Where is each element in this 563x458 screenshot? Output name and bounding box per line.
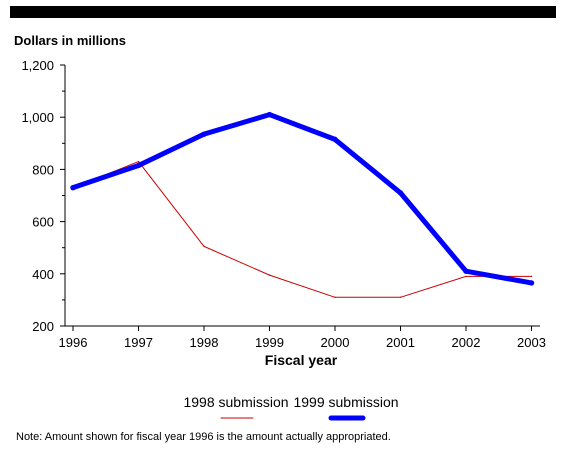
x-axis-title: Fiscal year bbox=[265, 352, 338, 368]
series-line-2 bbox=[70, 112, 534, 286]
y-tick-label: 200 bbox=[32, 319, 54, 334]
y-tick-label: 600 bbox=[32, 215, 54, 230]
y-tick-label: 1,000 bbox=[21, 110, 54, 125]
series-1-point bbox=[137, 160, 140, 163]
series-1-point bbox=[268, 274, 271, 276]
x-tick-label: 2002 bbox=[452, 335, 481, 350]
x-tick-label: 1999 bbox=[255, 335, 284, 350]
series-line-1 bbox=[72, 161, 532, 298]
y-axis-unit-label: Dollars in millions bbox=[14, 33, 126, 48]
y-tick-label: 400 bbox=[32, 267, 54, 282]
x-tick-label: 2003 bbox=[517, 335, 546, 350]
series-2-point bbox=[397, 190, 404, 196]
legend-label-1: 1998 submission bbox=[183, 394, 288, 410]
series-1-point bbox=[334, 296, 336, 298]
header-bar bbox=[10, 6, 556, 18]
legend-label-2: 1999 submission bbox=[293, 394, 398, 410]
series-2-point bbox=[201, 131, 207, 137]
x-tick-label: 1996 bbox=[59, 335, 88, 350]
series-1-point bbox=[203, 245, 205, 248]
footnote: Note: Amount shown for fiscal year 1996 … bbox=[16, 431, 391, 443]
series-1-point bbox=[530, 275, 533, 278]
series-1-point bbox=[399, 296, 402, 298]
x-tick-label: 1998 bbox=[190, 335, 219, 350]
series-2-point bbox=[463, 268, 469, 274]
x-tick-label: 2000 bbox=[321, 335, 350, 350]
axes: 200 400 600 800 1,000 1,200 1996 1997 1998 1999 20… bbox=[21, 58, 546, 350]
x-tick-label: 1997 bbox=[124, 335, 153, 350]
series-2-point bbox=[332, 136, 338, 143]
series-layer bbox=[70, 111, 535, 298]
series-2-point bbox=[528, 280, 535, 286]
x-tick-label: 2001 bbox=[386, 335, 415, 350]
series-2-point bbox=[266, 111, 273, 118]
y-tick-label: 800 bbox=[32, 162, 54, 177]
series-2-point bbox=[70, 184, 76, 191]
series-1-point bbox=[465, 275, 467, 278]
y-tick-label: 1,200 bbox=[21, 58, 54, 73]
series-2-point bbox=[135, 162, 142, 169]
legend: 1998 submission 1999 submission bbox=[183, 394, 399, 421]
